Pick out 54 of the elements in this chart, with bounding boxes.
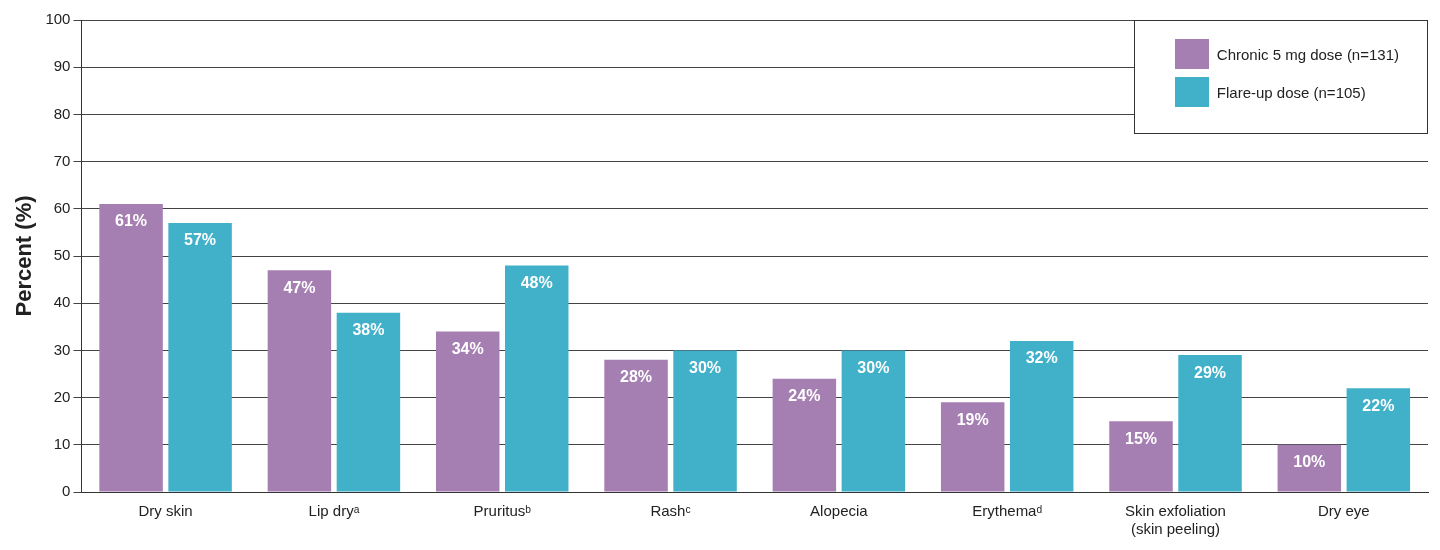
bar [940, 402, 1005, 492]
bar [604, 359, 668, 492]
data-label: 22% [1362, 396, 1395, 414]
bar [168, 222, 232, 492]
data-label: 28% [620, 368, 653, 386]
y-tick-label: 30 [53, 340, 71, 358]
data-label: 57% [184, 231, 217, 249]
x-tick-label: Dry eye [1318, 502, 1370, 520]
legend-label: Chronic 5 mg dose (n=131) [1216, 45, 1399, 63]
data-label: 38% [352, 321, 385, 339]
y-tick-label: 90 [53, 57, 71, 75]
x-tick-label: Rashᶜ [650, 502, 691, 520]
y-tick-label: 20 [53, 387, 71, 405]
bar [99, 204, 163, 492]
x-tick-label: Pruritusᵇ [473, 502, 532, 520]
data-label: 15% [1125, 429, 1158, 447]
bar [504, 265, 569, 492]
bar [1009, 340, 1074, 492]
y-axis-title: Percent (%) [11, 195, 37, 317]
bar [1178, 355, 1242, 492]
y-tick-label: 10 [53, 434, 71, 452]
data-label: 29% [1194, 363, 1227, 381]
data-label: 32% [1025, 349, 1058, 367]
y-tick-label: 40 [53, 293, 71, 311]
y-tick-label: 60 [53, 198, 71, 216]
y-tick-label: 0 [62, 482, 71, 500]
y-tick-label: 100 [45, 10, 71, 28]
x-tick-label: Erythemaᵈ [972, 502, 1043, 520]
data-label: 30% [857, 358, 890, 376]
data-label: 47% [283, 278, 316, 296]
data-label: 61% [115, 212, 148, 230]
y-tick-label: 70 [53, 151, 71, 169]
bar [1109, 421, 1173, 492]
data-label: 48% [520, 273, 553, 291]
data-label: 34% [451, 339, 484, 357]
bar [841, 350, 906, 492]
bar [435, 331, 500, 492]
y-tick-label: 80 [53, 104, 71, 122]
bar [1346, 388, 1411, 492]
legend-label: Flare-up dose (n=105) [1216, 83, 1366, 101]
x-tick-label: Skin exfoliation (skin peeling) [1125, 502, 1226, 538]
bar [336, 312, 401, 492]
data-label: 30% [689, 358, 722, 376]
data-label: 24% [788, 387, 821, 405]
data-label: 19% [956, 410, 989, 428]
x-tick-label: Dry skin [138, 502, 193, 520]
bar [673, 350, 737, 492]
bar [267, 270, 332, 492]
x-tick-label: Alopecia [810, 502, 869, 520]
bar [1277, 444, 1342, 492]
data-label: 10% [1293, 453, 1326, 471]
bar [772, 378, 837, 492]
y-tick-label: 50 [53, 246, 71, 264]
x-tick-label: Lip dryᵃ [308, 502, 360, 520]
